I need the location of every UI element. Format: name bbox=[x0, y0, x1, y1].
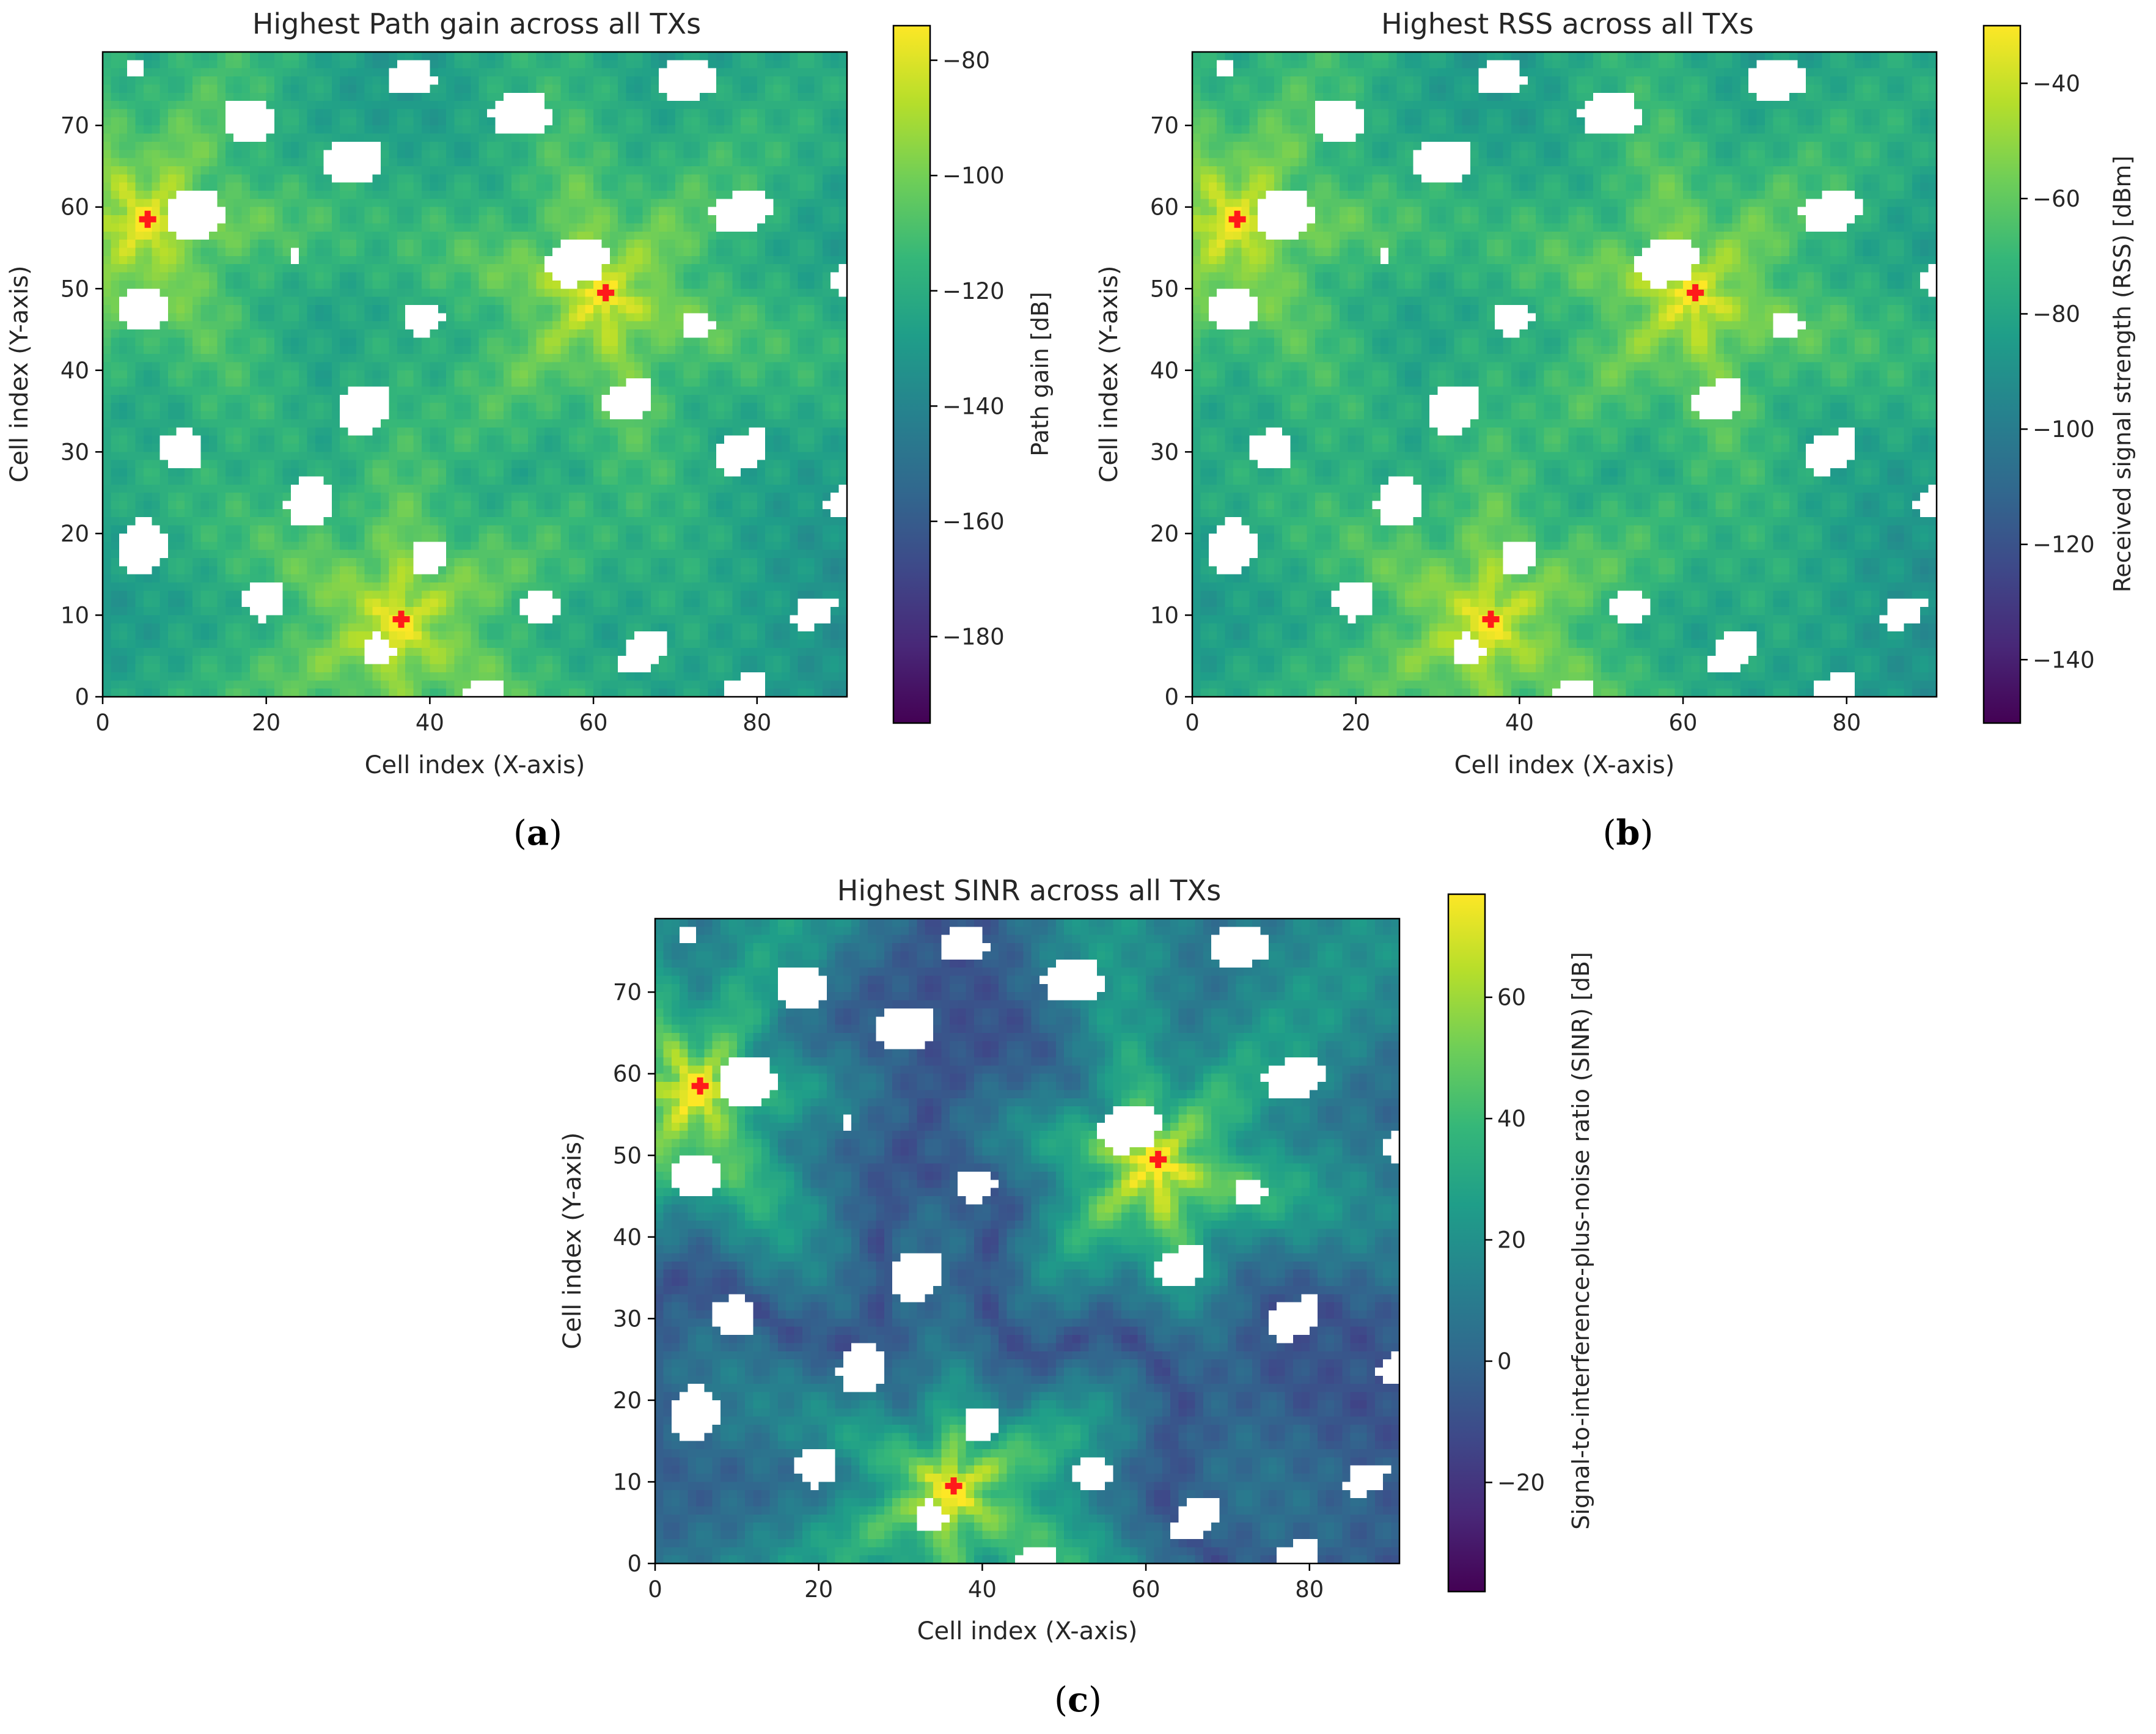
y-tick-label: 30 bbox=[1150, 439, 1179, 465]
panel-c: Highest SINR across all TXs 0 20 40 60 80 0 10… bbox=[559, 874, 1594, 1645]
x-tick-label: 40 bbox=[416, 710, 444, 736]
colorbar bbox=[1982, 24, 2022, 724]
transmitter-marker bbox=[1228, 210, 1246, 228]
colorbar bbox=[892, 24, 931, 724]
y-tick-label: 0 bbox=[75, 684, 89, 710]
y-tick-label: 10 bbox=[1150, 602, 1179, 628]
heatmap-raster bbox=[655, 919, 1399, 1563]
y-tick-label: 30 bbox=[61, 439, 89, 465]
y-tick-label: 10 bbox=[613, 1469, 642, 1495]
colorbar-tick-label: 20 bbox=[1497, 1227, 1526, 1254]
transmitter-marker bbox=[1482, 611, 1500, 628]
colorbar-label: Received signal strength (RSS) [dBm] bbox=[2109, 156, 2136, 593]
x-tick-label: 80 bbox=[743, 710, 771, 736]
y-tick-label: 50 bbox=[613, 1142, 642, 1169]
panel-a: Highest Path gain across all TXs 0 20 40 60… bbox=[6, 7, 1054, 779]
x-tick-label: 60 bbox=[579, 710, 608, 736]
panel-c-title: Highest SINR across all TXs bbox=[837, 874, 1221, 907]
colorbar-label: Path gain [dB] bbox=[1027, 292, 1054, 457]
colorbar-tick-label: −140 bbox=[942, 393, 1005, 419]
y-tick-label: 40 bbox=[1150, 358, 1179, 384]
y-axis-label: Cell index (Y-axis) bbox=[6, 265, 34, 482]
y-tick-label: 60 bbox=[613, 1061, 642, 1087]
y-tick-label: 50 bbox=[61, 276, 89, 302]
y-tick-label: 70 bbox=[613, 979, 642, 1005]
y-tick-label: 20 bbox=[1150, 521, 1179, 547]
x-tick-label: 20 bbox=[1341, 710, 1370, 736]
colorbar-tick-label: −160 bbox=[942, 509, 1005, 535]
transmitter-marker bbox=[1150, 1150, 1167, 1168]
panel-b: Highest RSS across all TXs 0 20 40 60 80 0 10 2… bbox=[1095, 7, 2136, 779]
colorbar-tick-label: 60 bbox=[1497, 985, 1526, 1011]
caption-a: (a) bbox=[513, 813, 562, 853]
x-tick-label: 60 bbox=[1669, 710, 1698, 736]
x-axis-label: Cell index (X-axis) bbox=[365, 751, 585, 779]
x-tick-label: 20 bbox=[252, 710, 280, 736]
colorbar-tick-label: −80 bbox=[2033, 301, 2080, 327]
x-tick-label: 60 bbox=[1132, 1576, 1160, 1603]
heatmap-raster bbox=[1192, 52, 1937, 697]
y-tick-label: 0 bbox=[627, 1551, 642, 1577]
colorbar-tick-label: −60 bbox=[2033, 186, 2080, 212]
caption-b: (b) bbox=[1603, 813, 1654, 853]
y-tick-label: 70 bbox=[61, 112, 89, 139]
plot-frame bbox=[1191, 51, 1938, 698]
transmitter-marker bbox=[691, 1077, 709, 1095]
plot-frame bbox=[654, 917, 1401, 1565]
caption-c-letter: c bbox=[1068, 1680, 1088, 1720]
caption-b-letter: b bbox=[1616, 813, 1640, 853]
colorbar-tick-label: −120 bbox=[942, 278, 1005, 304]
colorbar-label: Signal-to-interference-plus-noise ratio … bbox=[1568, 952, 1594, 1529]
x-tick-label: 40 bbox=[1505, 710, 1534, 736]
panel-a-title: Highest Path gain across all TXs bbox=[252, 7, 701, 40]
colorbar bbox=[1447, 893, 1486, 1593]
colorbar-tick-label: −140 bbox=[2033, 647, 2095, 673]
y-tick-label: 40 bbox=[61, 358, 89, 384]
colorbar-tick-label: 0 bbox=[1497, 1348, 1512, 1375]
x-tick-label: 20 bbox=[804, 1576, 833, 1603]
x-tick-label: 80 bbox=[1832, 710, 1861, 736]
x-tick-label: 0 bbox=[648, 1576, 662, 1603]
x-tick-label: 40 bbox=[968, 1576, 997, 1603]
y-tick-label: 20 bbox=[61, 521, 89, 547]
caption-c: (c) bbox=[1054, 1680, 1102, 1720]
y-tick-label: 70 bbox=[1150, 112, 1179, 139]
caption-a-letter: a bbox=[527, 813, 549, 853]
x-tick-label: 0 bbox=[1185, 710, 1200, 736]
y-tick-label: 50 bbox=[1150, 276, 1179, 302]
colorbar-tick-label: −20 bbox=[1497, 1469, 1545, 1496]
transmitter-marker bbox=[945, 1477, 963, 1495]
colorbar-tick-label: −40 bbox=[2033, 70, 2080, 97]
y-axis-label: Cell index (Y-axis) bbox=[559, 1132, 587, 1349]
y-tick-label: 60 bbox=[61, 194, 89, 221]
colorbar-tick-label: −180 bbox=[942, 624, 1005, 650]
colorbar-tick-label: −100 bbox=[942, 163, 1005, 189]
x-axis-label: Cell index (X-axis) bbox=[917, 1617, 1138, 1645]
x-tick-label: 80 bbox=[1295, 1576, 1324, 1603]
y-tick-label: 20 bbox=[613, 1387, 642, 1414]
colorbar-tick-label: 40 bbox=[1497, 1106, 1526, 1132]
colorbar-tick-label: −120 bbox=[2033, 532, 2095, 558]
y-tick-label: 10 bbox=[61, 602, 89, 628]
transmitter-marker bbox=[392, 611, 410, 628]
y-tick-label: 40 bbox=[613, 1224, 642, 1251]
colorbar-tick-label: −100 bbox=[2033, 416, 2095, 443]
y-axis-label: Cell index (Y-axis) bbox=[1095, 265, 1123, 482]
y-tick-label: 60 bbox=[1150, 194, 1179, 221]
transmitter-marker bbox=[139, 210, 156, 228]
plot-frame bbox=[101, 51, 848, 698]
transmitter-marker bbox=[1687, 284, 1704, 301]
y-tick-label: 30 bbox=[613, 1306, 642, 1332]
colorbar-tick-label: −80 bbox=[942, 48, 990, 74]
heatmap-raster bbox=[103, 52, 847, 697]
x-tick-label: 0 bbox=[95, 710, 110, 736]
y-tick-label: 0 bbox=[1164, 684, 1179, 710]
x-axis-label: Cell index (X-axis) bbox=[1454, 751, 1675, 779]
panel-b-title: Highest RSS across all TXs bbox=[1381, 7, 1754, 40]
transmitter-marker bbox=[597, 284, 615, 301]
